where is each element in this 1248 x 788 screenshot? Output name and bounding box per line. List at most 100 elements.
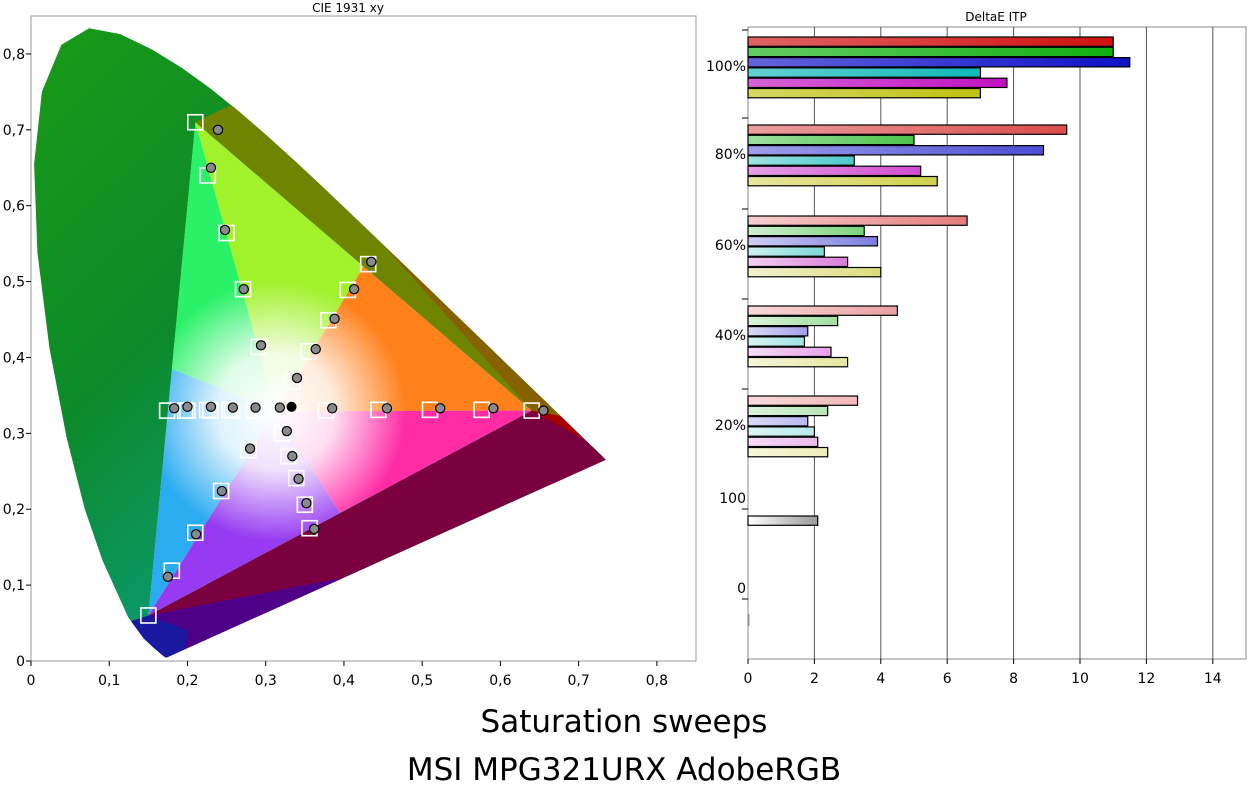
measured-marker xyxy=(255,340,267,351)
measured-marker xyxy=(329,313,340,324)
measured-marker xyxy=(434,403,446,414)
measured-marker xyxy=(348,283,360,295)
bar-group-label: 0 xyxy=(737,581,746,597)
deltae-bar xyxy=(747,356,849,368)
measured-marker xyxy=(488,403,499,414)
deltae-bar xyxy=(747,405,829,417)
deltae-bar xyxy=(747,46,1114,58)
bar-x-tick-label: 8 xyxy=(1009,671,1018,687)
figure-title: Saturation sweeps xyxy=(480,704,768,740)
deltae-bar xyxy=(747,246,825,257)
bar-x-tick-label: 12 xyxy=(1137,671,1155,687)
measured-marker xyxy=(301,497,312,509)
deltae-bar xyxy=(747,315,839,327)
target-marker xyxy=(140,607,157,624)
bar-group-label: 60% xyxy=(715,238,746,254)
bar-group-label: 20% xyxy=(715,418,746,434)
bar-x-tick-label: 2 xyxy=(810,671,819,687)
cie-x-tick-label: 0,6 xyxy=(489,673,511,689)
cie-y-tick-label: 0,1 xyxy=(3,578,25,594)
measured-marker xyxy=(212,124,224,136)
deltae-bar xyxy=(747,145,1045,156)
deltae-bar xyxy=(747,124,1068,135)
measured-marker xyxy=(287,450,298,462)
target-marker xyxy=(234,280,252,298)
deltae-bar xyxy=(747,416,809,427)
deltae-bar xyxy=(747,346,832,358)
deltae-bar xyxy=(747,175,938,187)
measured-marker xyxy=(205,401,217,412)
measured-marker xyxy=(216,485,228,497)
target-marker xyxy=(240,441,257,459)
measured-marker xyxy=(190,529,202,540)
target-marker xyxy=(186,524,204,542)
bar-group-label: 40% xyxy=(715,328,746,344)
cie-points xyxy=(140,113,549,624)
cie-chart-title: CIE 1931 xy xyxy=(312,1,384,15)
deltae-bar xyxy=(747,305,898,316)
cie-x-tick-label: 0,3 xyxy=(255,673,277,689)
deltae-bar xyxy=(747,395,859,406)
cie-y-tick-label: 0,4 xyxy=(3,350,25,366)
cie-y-tick-label: 0,2 xyxy=(3,502,25,518)
measured-marker xyxy=(310,343,321,355)
deltae-bar xyxy=(747,426,816,437)
cie-x-tick-label: 0 xyxy=(27,673,36,689)
bar-x-tick-label: 0 xyxy=(744,671,753,687)
measured-marker xyxy=(274,402,285,413)
deltae-bar xyxy=(747,77,1008,89)
deltae-itp-chart: DeltaE ITP 0 2 4 6 8 10 12 14 100% 80% 60% 40% 20% 10… xyxy=(706,10,1247,687)
deltae-bar xyxy=(747,155,855,166)
bar-axes: 0 2 4 6 8 10 12 14 100% 80% 60% 40% 20% 100 0 xyxy=(706,29,1222,687)
bar-x-tick-label: 6 xyxy=(943,671,952,687)
deltae-bar xyxy=(747,326,809,337)
measured-marker xyxy=(227,402,239,413)
white-glow xyxy=(148,281,406,542)
figure-subtitle: MSI MPG321URX AdobeRGB xyxy=(406,752,842,788)
cie-y-tick-label: 0,6 xyxy=(3,199,25,215)
measured-marker xyxy=(381,403,393,414)
target-marker xyxy=(296,496,314,513)
deltae-bar xyxy=(747,215,968,226)
measured-marker xyxy=(291,372,303,384)
measured-marker xyxy=(205,162,217,173)
measured-marker xyxy=(327,403,338,414)
target-marker xyxy=(250,338,267,356)
measured-marker xyxy=(538,405,549,416)
cie-x-tick-label: 0,4 xyxy=(333,673,355,689)
bar-x-tick-label: 4 xyxy=(876,671,885,687)
cie-xy-chart: CIE 1931 xy 0 0,1 0,2 0,3 0,4 0,5 0,6 0,7 0,8 0 0,… xyxy=(3,1,697,689)
measured-marker xyxy=(250,402,261,413)
deltae-bar xyxy=(747,56,1131,68)
cie-x-tick-label: 0,7 xyxy=(568,673,590,689)
deltae-bar xyxy=(747,266,882,278)
deltae-bar xyxy=(747,36,1114,47)
measured-marker xyxy=(244,443,256,454)
deltae-bar xyxy=(747,446,829,458)
gamut-yellow-green xyxy=(195,122,364,412)
cie-x-tick-label: 0,8 xyxy=(646,673,668,689)
cie-y-tick-label: 0,8 xyxy=(3,47,25,63)
deltae-bar xyxy=(747,436,819,448)
measured-marker xyxy=(281,425,293,437)
bar-bars xyxy=(747,36,1131,626)
cie-y-tick-label: 0 xyxy=(16,654,25,670)
measured-marker xyxy=(162,571,174,582)
cie-x-tick-label: 0,5 xyxy=(411,673,433,689)
bar-x-tick-label: 14 xyxy=(1204,671,1222,687)
cie-x-tick-label: 0,1 xyxy=(98,673,120,689)
target-marker xyxy=(186,113,204,131)
deltae-bar xyxy=(747,236,879,247)
bar-group-label: 80% xyxy=(715,147,746,163)
bar-chart-title: DeltaE ITP xyxy=(965,10,1027,24)
bar-group-label: 100% xyxy=(706,59,746,75)
deltae-bar xyxy=(747,336,806,347)
measured-marker xyxy=(293,473,304,485)
gamut-fill xyxy=(148,122,532,616)
measured-marker xyxy=(309,523,320,535)
white-point-marker xyxy=(286,401,297,412)
deltae-bar xyxy=(747,225,865,237)
measured-marker xyxy=(366,256,377,268)
bar-x-tick-label: 10 xyxy=(1071,671,1089,687)
